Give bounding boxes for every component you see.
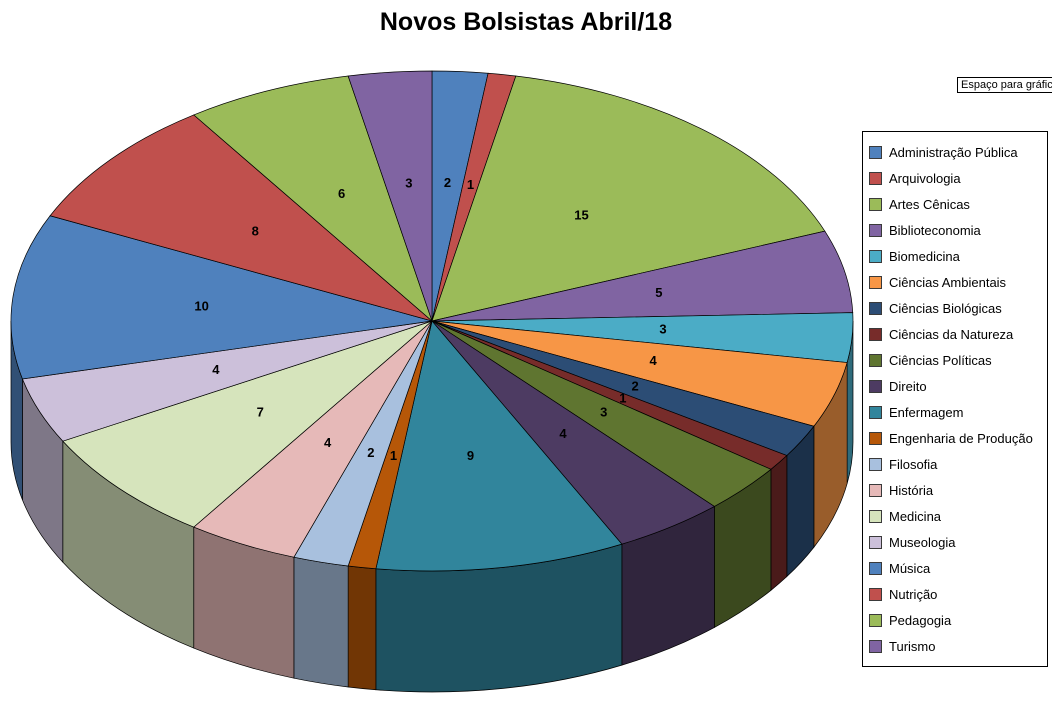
- slice-value-label: 2: [631, 379, 638, 394]
- legend-item[interactable]: Filosofia: [869, 451, 1041, 477]
- legend-item-label: Direito: [889, 378, 927, 394]
- slice-value-label: 8: [252, 224, 259, 239]
- legend-swatch-icon: [869, 613, 882, 627]
- legend-item[interactable]: Ciências Políticas: [869, 347, 1041, 373]
- chart-note-textbox[interactable]: Espaço para gráfic: [957, 77, 1052, 93]
- legend-item[interactable]: Nutrição: [869, 581, 1041, 607]
- legend-item[interactable]: Engenharia de Produção: [869, 425, 1041, 451]
- slice-value-label: 2: [444, 175, 451, 190]
- slice-value-label: 1: [390, 448, 397, 463]
- legend-item[interactable]: Ciências Biológicas: [869, 295, 1041, 321]
- slice-value-label: 7: [257, 405, 264, 420]
- legend-swatch-icon: [869, 587, 882, 601]
- pie-slice[interactable]: [375, 320, 623, 572]
- slice-value-label: 4: [650, 353, 658, 368]
- legend-swatch-icon: [869, 535, 882, 549]
- legend-item[interactable]: Biomedicina: [869, 243, 1041, 269]
- legend-item[interactable]: Turismo: [869, 633, 1041, 659]
- legend-item[interactable]: Música: [869, 555, 1041, 581]
- legend-item[interactable]: Biblioteconomia: [869, 217, 1041, 243]
- legend-item[interactable]: Museologia: [869, 529, 1041, 555]
- legend-item-label: Música: [889, 560, 931, 576]
- legend-swatch-icon: [869, 223, 882, 237]
- legend-item-label: Filosofia: [889, 456, 938, 472]
- slice-value-label: 3: [659, 322, 666, 337]
- pie-slice[interactable]: [10, 215, 433, 380]
- pie-slice[interactable]: [49, 114, 433, 322]
- legend-item-label: História: [889, 482, 934, 498]
- pie-slice-side: [770, 454, 788, 592]
- legend-swatch-icon: [869, 431, 882, 445]
- slice-value-label: 9: [467, 448, 474, 463]
- legend-item-label: Biomedicina: [889, 248, 960, 264]
- legend-swatch-icon: [869, 457, 882, 471]
- legend-item[interactable]: Medicina: [869, 503, 1041, 529]
- legend-item-label: Administração Pública: [889, 144, 1018, 160]
- legend-swatch-icon: [869, 249, 882, 263]
- slice-value-label: 4: [324, 435, 332, 450]
- slice-value-label: 1: [467, 177, 474, 192]
- pie-slice[interactable]: [347, 70, 433, 322]
- legend-item[interactable]: Artes Cênicas: [869, 191, 1041, 217]
- legend-item[interactable]: Enfermagem: [869, 399, 1041, 425]
- legend-item-label: Artes Cênicas: [889, 196, 970, 212]
- legend-item-label: Ciências Biológicas: [889, 300, 1002, 316]
- legend-item[interactable]: Administração Pública: [869, 139, 1041, 165]
- legend-item-label: Ciências da Natureza: [889, 326, 1014, 342]
- legend-swatch-icon: [869, 509, 882, 523]
- legend-swatch-icon: [869, 483, 882, 497]
- legend-swatch-icon: [869, 275, 882, 289]
- slice-value-label: 4: [212, 362, 220, 377]
- legend-item[interactable]: Arquivologia: [869, 165, 1041, 191]
- slice-value-label: 3: [600, 405, 607, 420]
- legend-item-label: Turismo: [889, 638, 936, 654]
- legend-item-label: Pedagogia: [889, 612, 952, 628]
- legend-item-label: Museologia: [889, 534, 956, 550]
- legend-item-label: Ciências Políticas: [889, 352, 992, 368]
- slice-value-label: 15: [574, 207, 588, 222]
- legend-item-label: Arquivologia: [889, 170, 961, 186]
- pie-slice[interactable]: [431, 230, 854, 322]
- legend-swatch-icon: [869, 197, 882, 211]
- legend-item-label: Biblioteconomia: [889, 222, 981, 238]
- chart-title: Novos Bolsistas Abril/18: [379, 8, 673, 36]
- legend-swatch-icon: [869, 145, 882, 159]
- legend-item[interactable]: Ciências Ambientais: [869, 269, 1041, 295]
- legend-item[interactable]: Ciências da Natureza: [869, 321, 1041, 347]
- pie-slice[interactable]: [193, 75, 433, 323]
- legend-item[interactable]: Pedagogia: [869, 607, 1041, 633]
- pie-slice-side: [347, 565, 377, 691]
- legend-item-label: Enfermagem: [889, 404, 964, 420]
- legend: Administração Pública Arquivologia Artes C…: [862, 131, 1048, 667]
- legend-item-label: Nutrição: [889, 586, 938, 602]
- slice-value-label: 3: [405, 176, 412, 191]
- slice-value-label: 10: [194, 299, 208, 314]
- legend-item[interactable]: História: [869, 477, 1041, 503]
- legend-item[interactable]: Direito: [869, 373, 1041, 399]
- legend-swatch-icon: [869, 353, 882, 367]
- legend-swatch-icon: [869, 327, 882, 341]
- legend-swatch-icon: [869, 405, 882, 419]
- legend-swatch-icon: [869, 561, 882, 575]
- legend-swatch-icon: [869, 639, 882, 653]
- slice-value-label: 1: [619, 390, 626, 405]
- legend-swatch-icon: [869, 301, 882, 315]
- pie-slice-side: [293, 556, 349, 688]
- legend-item-label: Engenharia de Produção: [889, 430, 1033, 446]
- legend-swatch-icon: [869, 171, 882, 185]
- legend-swatch-icon: [869, 379, 882, 393]
- slice-value-label: 5: [655, 285, 662, 300]
- pie-slice[interactable]: [431, 75, 826, 322]
- legend-item-label: Ciências Ambientais: [889, 274, 1007, 290]
- slice-value-label: 4: [559, 426, 567, 441]
- slice-value-label: 6: [338, 186, 345, 201]
- legend-item-label: Medicina: [889, 508, 942, 524]
- pie-slice[interactable]: [62, 320, 433, 528]
- slice-value-label: 2: [367, 445, 374, 460]
